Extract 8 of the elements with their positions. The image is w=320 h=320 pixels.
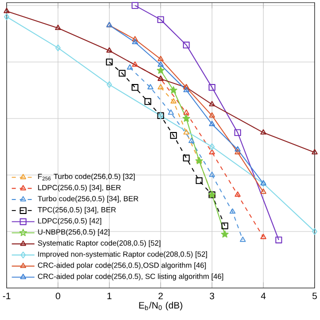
x-tick-label: -1 [2, 292, 10, 300]
x-tick-label: 5 [312, 292, 317, 300]
x-tick-label: 1 [107, 292, 112, 300]
x-tick-label: 2 [158, 292, 163, 300]
x-tick-label: 0 [56, 292, 60, 300]
x-axis-title: E$_{b}$/N$_{0}$ (dB) [139, 302, 182, 310]
x-tick-label: 3 [210, 292, 214, 300]
x-tick-label: 4 [260, 292, 266, 300]
